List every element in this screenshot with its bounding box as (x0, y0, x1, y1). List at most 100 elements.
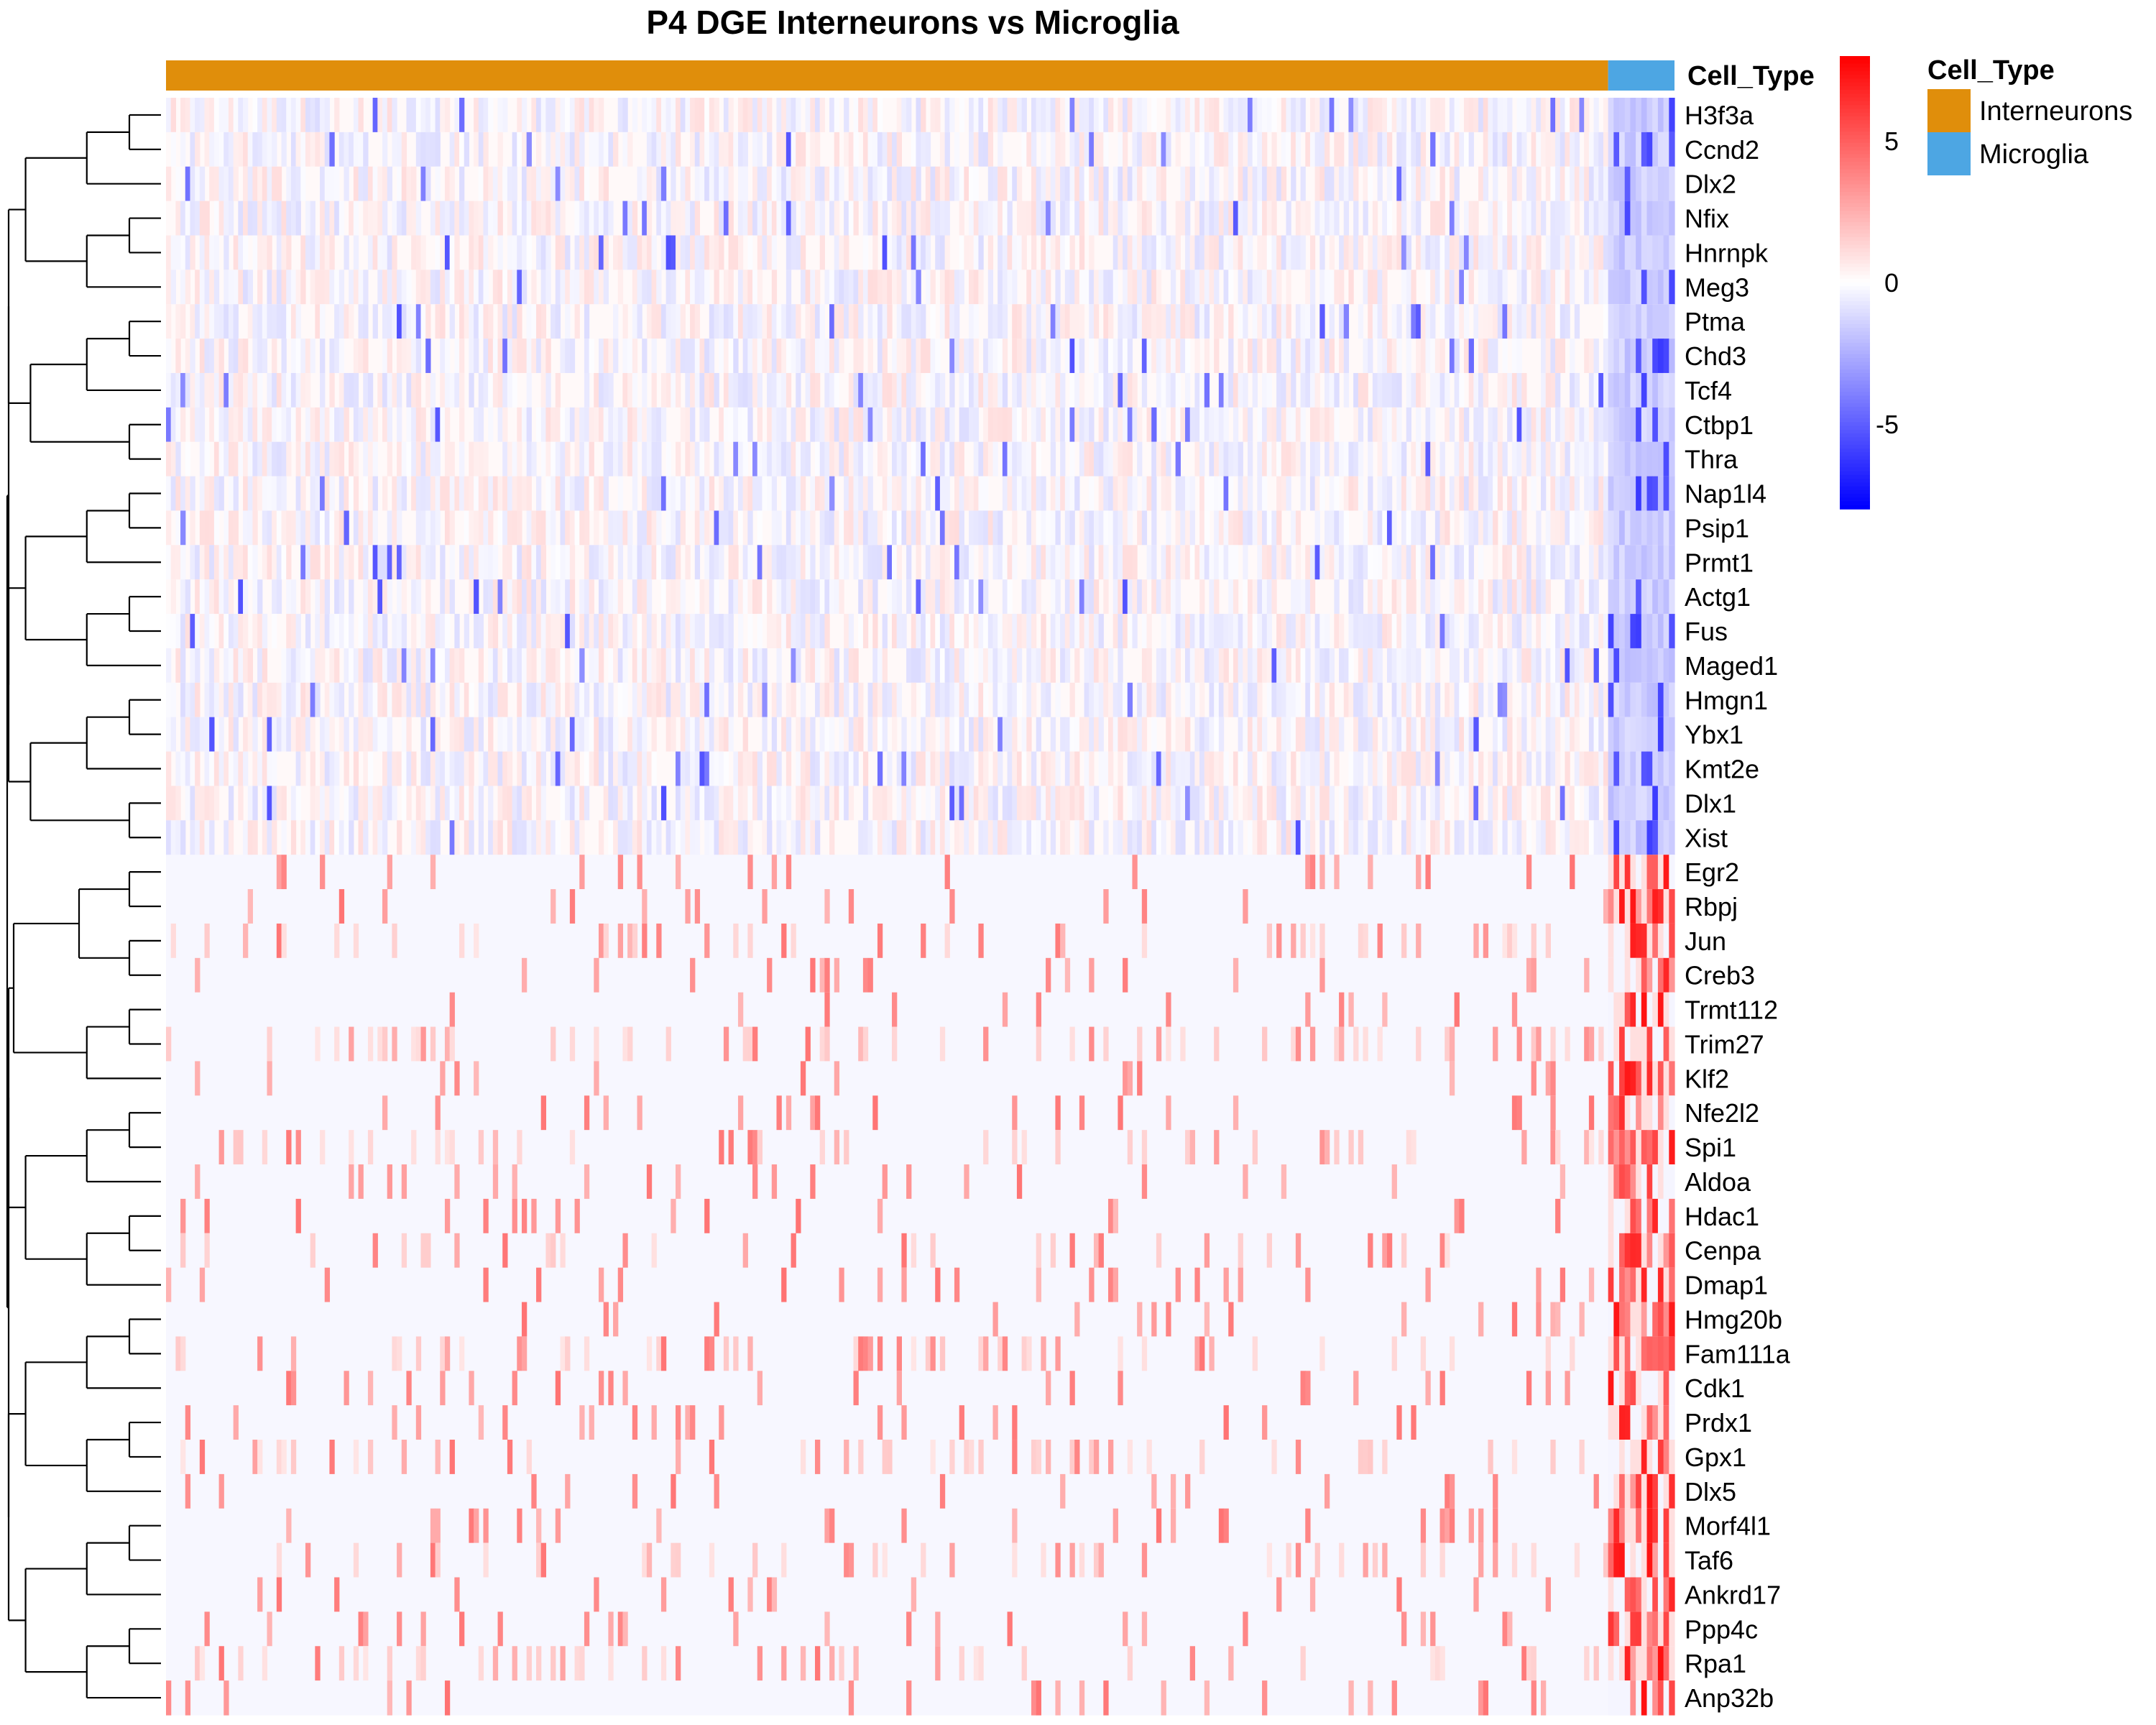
heatmap-row-ppp4c (166, 1611, 1675, 1647)
row-label-aldoa: Aldoa (1685, 1167, 1751, 1197)
row-dendrogram (6, 114, 161, 1699)
legend-swatch-microglia (1927, 132, 1971, 175)
row-label-prdx1: Prdx1 (1685, 1408, 1752, 1438)
row-label-trmt112: Trmt112 (1685, 995, 1778, 1025)
row-label-tcf4: Tcf4 (1685, 376, 1732, 405)
heatmap-row-thra (166, 441, 1675, 477)
heatmap-row-ctbp1 (166, 407, 1675, 443)
heatmap-row-hdac1 (166, 1198, 1675, 1234)
heatmap-row-rpa1 (166, 1646, 1675, 1681)
heatmap-row-dlx5 (166, 1473, 1675, 1509)
row-label-trim27: Trim27 (1685, 1029, 1764, 1059)
heatmap-row-cdk1 (166, 1371, 1675, 1406)
heatmap-row-meg3 (166, 270, 1675, 305)
heatmap-row-trim27 (166, 1026, 1675, 1062)
heatmap-row-rbpj (166, 889, 1675, 924)
heatmap-row-kmt2e (166, 751, 1675, 787)
row-label-cdk1: Cdk1 (1685, 1374, 1745, 1403)
heatmap-row-egr2 (166, 855, 1675, 890)
row-label-hdac1: Hdac1 (1685, 1202, 1759, 1231)
row-label-rpa1: Rpa1 (1685, 1649, 1746, 1678)
annotation-interneurons (166, 60, 1608, 91)
row-label-meg3: Meg3 (1685, 272, 1749, 302)
heatmap-row-dmap1 (166, 1267, 1675, 1303)
row-labels: H3f3a Ccnd2 Dlx2 Nfix Hnrnpk Meg3 Ptma Chd3 Tcf4… (1685, 101, 1791, 1713)
heatmap-row-klf2 (166, 1061, 1675, 1096)
row-label-jun: Jun (1685, 926, 1726, 956)
heatmap-row-aldoa (166, 1164, 1675, 1200)
row-label-hmg20b: Hmg20b (1685, 1305, 1782, 1334)
heatmap-row-psip1 (166, 510, 1675, 546)
row-label-ccnd2: Ccnd2 (1685, 135, 1759, 165)
row-label-dlx1: Dlx1 (1685, 788, 1736, 818)
row-label-ppp4c: Ppp4c (1685, 1614, 1758, 1644)
heatmap-row-trmt112 (166, 992, 1675, 1028)
row-label-anp32b: Anp32b (1685, 1683, 1774, 1713)
heatmap-row-jun (166, 923, 1675, 959)
heatmap-row-nap1l4 (166, 476, 1675, 512)
heatmap-row-fam111a (166, 1336, 1675, 1371)
row-label-dmap1: Dmap1 (1685, 1271, 1768, 1300)
heatmap-row-prmt1 (166, 545, 1675, 580)
heatmap-row-spi1 (166, 1130, 1675, 1165)
legend-label-microglia: Microglia (1979, 139, 2089, 170)
row-label-actg1: Actg1 (1685, 582, 1751, 612)
heatmap-row-h3f3a (166, 98, 1675, 133)
heatmap-row-xist (166, 820, 1675, 855)
legend-swatch-interneurons (1927, 89, 1971, 132)
row-label-hmgn1: Hmgn1 (1685, 686, 1768, 715)
row-label-ptma: Ptma (1685, 307, 1746, 336)
row-label-spi1: Spi1 (1685, 1133, 1736, 1162)
row-label-prmt1: Prmt1 (1685, 548, 1754, 577)
row-label-dlx2: Dlx2 (1685, 170, 1736, 199)
heatmap-row-prdx1 (166, 1405, 1675, 1440)
row-label-ybx1: Ybx1 (1685, 720, 1743, 750)
row-label-gpx1: Gpx1 (1685, 1443, 1746, 1472)
heatmap-row-gpx1 (166, 1440, 1675, 1475)
heatmap-row-ankrd17 (166, 1577, 1675, 1612)
row-label-fam111a: Fam111a (1685, 1339, 1791, 1368)
heatmap-row-ybx1 (166, 717, 1675, 753)
heatmap-row-dlx1 (166, 786, 1675, 821)
row-label-nfix: Nfix (1685, 204, 1729, 234)
colorscale-tick-2: -5 (1876, 410, 1899, 439)
row-label-klf2: Klf2 (1685, 1064, 1729, 1093)
row-label-rbpj: Rbpj (1685, 892, 1738, 921)
heatmap-row-nfix (166, 201, 1675, 236)
heatmap-row-actg1 (166, 579, 1675, 615)
heatmap-row-hnrnpk (166, 235, 1675, 270)
heatmap-row-ptma (166, 304, 1675, 339)
row-label-egr2: Egr2 (1685, 857, 1739, 887)
annotation-microglia (1608, 60, 1674, 91)
heatmap-row-dlx2 (166, 166, 1675, 202)
row-label-ctbp1: Ctbp1 (1685, 410, 1754, 440)
heatmap-row-hmg20b (166, 1302, 1675, 1338)
heatmap-row-chd3 (166, 339, 1675, 374)
cell-type-legend: Cell_Type Interneurons Microglia (1927, 55, 2132, 175)
row-label-cenpa: Cenpa (1685, 1236, 1761, 1266)
row-label-hnrnpk: Hnrnpk (1685, 238, 1769, 267)
row-label-maged1: Maged1 (1685, 651, 1778, 681)
heatmap-cells (166, 98, 1675, 1716)
row-label-psip1: Psip1 (1685, 513, 1749, 543)
row-label-fus: Fus (1685, 617, 1728, 646)
color-scale-legend: 5 0 -5 (1840, 56, 1899, 510)
chart-title: P4 DGE Interneurons vs Microglia (646, 4, 1179, 41)
heatmap-row-ccnd2 (166, 132, 1675, 167)
legend-label-interneurons: Interneurons (1979, 96, 2132, 126)
heatmap-row-creb3 (166, 957, 1675, 993)
heatmap-row-cenpa (166, 1233, 1675, 1269)
row-label-creb3: Creb3 (1685, 961, 1755, 990)
heatmap-row-tcf4 (166, 372, 1675, 408)
row-label-nfe2l2: Nfe2l2 (1685, 1098, 1759, 1128)
heatmap-row-morf4l1 (166, 1508, 1675, 1544)
row-label-taf6: Taf6 (1685, 1546, 1733, 1576)
row-label-h3f3a: H3f3a (1685, 101, 1754, 130)
heatmap-row-maged1 (166, 648, 1675, 684)
row-label-dlx5: Dlx5 (1685, 1477, 1736, 1506)
heatmap-row-hmgn1 (166, 682, 1675, 718)
cell-type-annotation-bar (166, 60, 1674, 91)
row-label-chd3: Chd3 (1685, 341, 1746, 371)
colorscale-tick-1: 0 (1884, 268, 1899, 298)
